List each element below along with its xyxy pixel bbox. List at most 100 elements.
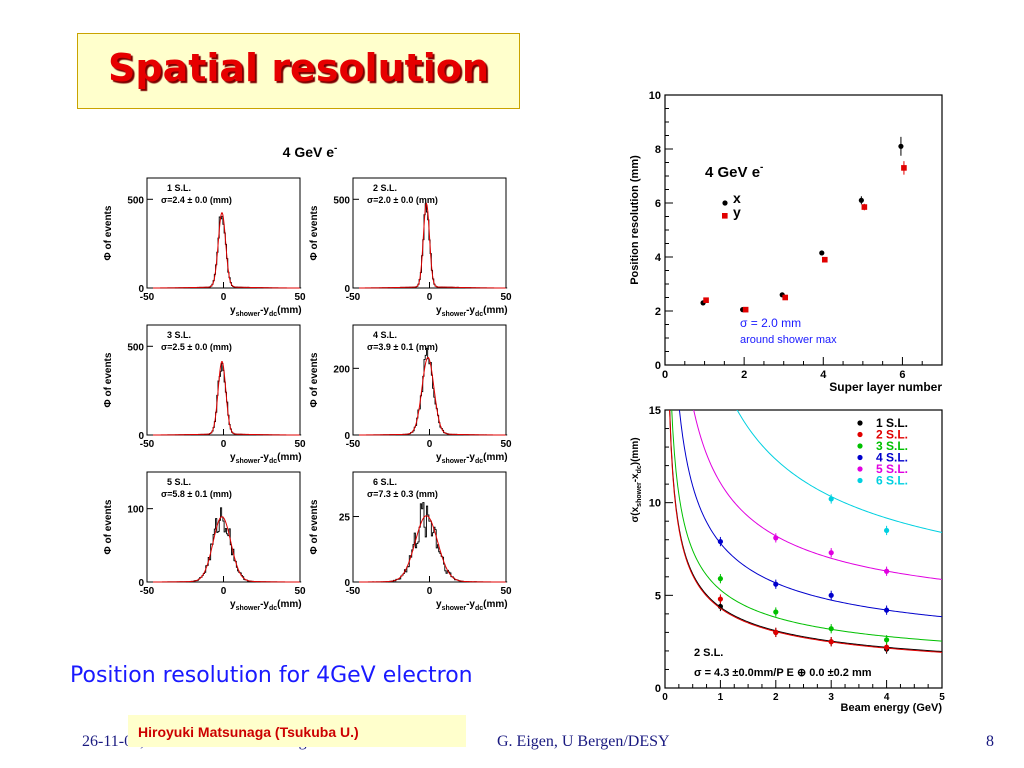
legend-label: 3 S.L.: [876, 439, 908, 453]
fit-curve: [671, 410, 942, 642]
x-tick-label: -50: [140, 586, 155, 597]
x-tick-label: 50: [294, 292, 306, 303]
panel-sigma: σ=2.4 ± 0.0 (mm): [161, 195, 232, 205]
fit-formula: σ = 4.3 ±0.0mm/P E ⊕ 0.0 ±0.2 mm: [694, 667, 872, 679]
x-tick-label: 6: [899, 369, 905, 381]
x-tick-label: 5: [939, 692, 945, 703]
chart-note-sigma: σ = 2.0 mm: [740, 316, 801, 330]
x-tick-label: 0: [662, 692, 668, 703]
x-tick-label: 0: [221, 439, 227, 450]
histogram-bars: [353, 502, 508, 583]
x-tick-label: 0: [427, 292, 433, 303]
y-tick-label: 0: [138, 578, 144, 589]
legend-marker-x: [722, 200, 728, 206]
legend-marker: [857, 466, 863, 472]
data-point: [884, 527, 890, 534]
y-tick-label: 500: [127, 195, 144, 206]
panel-label: 2 S.L.: [373, 183, 397, 193]
y-tick-label: 0: [138, 284, 144, 295]
x-tick-label: 3: [828, 692, 834, 703]
data-point: [717, 538, 723, 545]
data-point: [828, 550, 834, 556]
data-point: [884, 644, 890, 650]
y-tick-label: 200: [333, 364, 350, 375]
data-point: [773, 581, 779, 587]
x-axis-label: yshower-ydc(mm): [436, 452, 508, 465]
data-point: [884, 607, 890, 613]
histogram-panel: 025-50 0 506 S.L.σ=7.3 ± 0.3 (mm)Φ of even…: [309, 471, 512, 612]
x-axis-label: Super layer number: [829, 380, 942, 394]
y-tick-label: 0: [344, 284, 350, 295]
y-tick-label: 2: [655, 306, 661, 318]
legend-marker: [857, 454, 863, 461]
x-tick-label: 0: [427, 586, 433, 597]
panel-label: 4 S.L.: [373, 330, 397, 340]
legend-marker: [857, 420, 863, 426]
gaussian-fit: [147, 361, 300, 436]
panel-label: 5 S.L.: [167, 477, 191, 487]
x-tick-label: 2: [773, 692, 779, 703]
x-tick-label: -50: [140, 292, 155, 303]
x-axis-label: yshower-ydc(mm): [230, 305, 302, 318]
data-point: [773, 609, 779, 615]
gaussian-fit: [353, 202, 506, 289]
y-tick-label: 10: [649, 90, 661, 102]
footer-presenter: G. Eigen, U Bergen/DESY: [497, 733, 670, 750]
panel-label: 1 S.L.: [167, 183, 191, 193]
data-point: [717, 576, 723, 582]
legend-marker: [857, 477, 863, 484]
panel-label: 3 S.L.: [167, 330, 191, 340]
legend-label: 5 S.L.: [876, 462, 908, 476]
legend-marker: [857, 443, 863, 449]
y-tick-label: 0: [344, 431, 350, 442]
data-point: [773, 535, 779, 541]
fit-curve: [693, 410, 942, 580]
x-tick-label: -50: [140, 439, 155, 450]
y-tick-label: 5: [655, 590, 661, 602]
data-point-y: [703, 297, 709, 303]
y-axis-label: Φ of events: [103, 499, 114, 554]
y-tick-label: 0: [655, 360, 661, 372]
slide-caption: Position resolution for 4GeV electron: [70, 663, 473, 688]
data-point: [717, 596, 723, 602]
x-tick-label: 0: [221, 586, 227, 597]
x-tick-label: -50: [346, 586, 361, 597]
fit-curve: [669, 410, 942, 653]
panel-sigma: σ=3.9 ± 0.1 (mm): [367, 342, 438, 352]
fit-curves: [669, 410, 942, 654]
data-point: [884, 637, 890, 643]
y-tick-label: 15: [649, 405, 661, 417]
data-point: [828, 592, 834, 598]
data-point-y: [821, 256, 828, 263]
y-tick-label: 6: [655, 198, 661, 210]
y-axis-label: Φ of events: [309, 499, 320, 554]
x-tick-label: 0: [221, 292, 227, 303]
x-tick-label: 1: [718, 692, 724, 703]
x-axis-label: Beam energy (GeV): [841, 702, 943, 714]
x-axis-label: yshower-ydc(mm): [436, 305, 508, 318]
y-axis-label: Φ of events: [103, 352, 114, 407]
y-axis-label: σ(xshower-xdc)(mm): [630, 437, 643, 522]
data-point-y: [782, 294, 789, 301]
fit-label: 2 S.L.: [694, 647, 723, 659]
panel-sigma: σ=2.0 ± 0.0 (mm): [367, 195, 438, 205]
gaussian-fit: [147, 516, 300, 583]
legend-label: 2 S.L.: [876, 428, 908, 442]
y-tick-label: 25: [339, 513, 351, 524]
panel-label: 6 S.L.: [373, 477, 397, 487]
legend-marker-y: [722, 213, 728, 219]
legend-label-x: x: [733, 190, 741, 206]
legend-label-y: y: [733, 204, 741, 220]
x-tick-label: -50: [346, 439, 361, 450]
data-point-y: [861, 204, 868, 210]
data-point: [884, 568, 890, 574]
legend-label: 4 S.L.: [876, 451, 908, 465]
legend-label: 6 S.L.: [876, 474, 908, 488]
data-point: [828, 626, 834, 632]
